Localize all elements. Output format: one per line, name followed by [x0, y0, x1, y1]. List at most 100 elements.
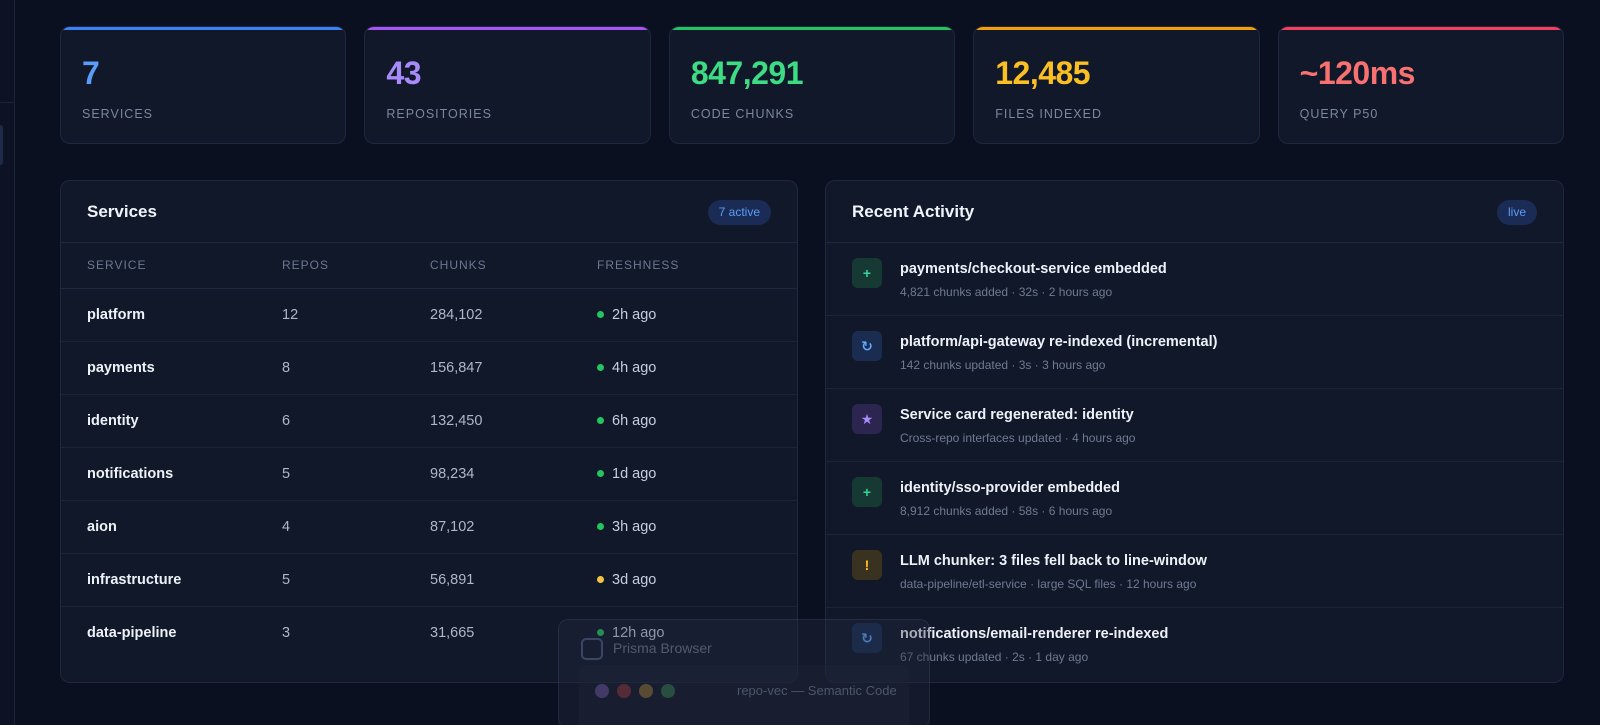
activity-meta-text: 8,912 chunks added · 58s · 6 hours ago	[900, 504, 1113, 518]
service-name: aion	[87, 518, 117, 535]
freshness-cell: 3h ago	[597, 500, 797, 553]
activity-item[interactable]: ↻ platform/api-gateway re-indexed (increm…	[826, 316, 1563, 389]
activity-item[interactable]: ↻ notifications/email-renderer re-indexed…	[826, 608, 1563, 681]
sidebar-active-marker[interactable]	[0, 125, 3, 165]
stats-row: 7 SERVICES 43 REPOSITORIES 847,291 CODE …	[60, 26, 1565, 144]
stat-label: SERVICES	[82, 107, 153, 121]
table-row[interactable]: data-pipeline 3 31,665 12h ago	[61, 606, 797, 659]
activity-item[interactable]: ! LLM chunker: 3 files fell back to line-…	[826, 535, 1563, 608]
activity-title-text: payments/checkout-service embedded	[900, 261, 1167, 277]
column-header-chunks[interactable]: CHUNKS	[430, 258, 487, 273]
activity-item[interactable]: ★ Service card regenerated: identity Cross…	[826, 389, 1563, 462]
chunk-count: 156,847	[430, 359, 483, 376]
stat-accent	[61, 27, 346, 30]
freshness-text: 12h ago	[612, 624, 665, 641]
chunk-count: 132,450	[430, 412, 483, 429]
activity-item[interactable]: + identity/sso-provider embedded 8,912 chu…	[826, 462, 1563, 535]
refresh-icon: ↻	[852, 331, 882, 361]
repo-count: 12	[282, 306, 299, 323]
table-header-row: SERVICE REPOS CHUNKS FRESHNESS	[61, 243, 797, 288]
stat-label: FILES INDEXED	[995, 107, 1102, 121]
stat-value: 12,485	[995, 55, 1091, 91]
activity-title: Recent Activity	[852, 202, 975, 221]
star-icon: ★	[852, 404, 882, 434]
repo-count: 5	[282, 571, 291, 588]
status-dot-icon	[597, 469, 604, 477]
service-name: infrastructure	[87, 571, 182, 588]
activity-item[interactable]: + payments/checkout-service embedded 4,821…	[826, 243, 1563, 316]
stat-label: REPOSITORIES	[386, 107, 492, 121]
browser-app-icon	[581, 638, 603, 660]
sidebar-edge	[0, 0, 15, 725]
services-title: Services	[87, 202, 157, 221]
activity-meta-text: 67 chunks updated · 2s · 1 day ago	[900, 650, 1089, 664]
freshness-text: 3h ago	[612, 518, 657, 535]
browser-window-thumbnail[interactable]	[579, 665, 909, 725]
stat-value: 847,291	[690, 55, 804, 91]
stat-card-services: 7 SERVICES	[60, 26, 347, 144]
freshness-text: 3d ago	[612, 571, 657, 588]
repo-count: 3	[282, 624, 291, 641]
service-name: platform	[87, 306, 145, 323]
window-control-icon	[595, 684, 609, 698]
stat-label: QUERY P50	[1299, 107, 1379, 121]
activity-meta-text: Cross-repo interfaces updated · 4 hours …	[900, 431, 1136, 445]
status-dot-icon	[597, 363, 604, 371]
freshness-text: 1d ago	[612, 465, 657, 482]
stat-card-query-p50: ~120ms QUERY P50	[1277, 26, 1565, 144]
service-name: identity	[87, 412, 139, 429]
column-header-repos[interactable]: REPOS	[282, 258, 330, 273]
browser-window-title: repo-vec — Semantic Code	[737, 683, 897, 698]
repo-count: 6	[282, 412, 291, 429]
stat-accent	[1278, 27, 1564, 30]
stat-label: CODE CHUNKS	[690, 107, 795, 121]
stat-accent	[974, 27, 1259, 30]
maximize-icon	[661, 684, 675, 698]
chunk-count: 284,102	[430, 306, 483, 323]
freshness-text: 6h ago	[612, 412, 657, 429]
warning-icon: !	[852, 550, 882, 580]
freshness-text: 2h ago	[612, 306, 657, 323]
column-header-service[interactable]: SERVICE	[87, 258, 147, 273]
live-badge: live	[1496, 200, 1537, 225]
table-row[interactable]: identity 6 132,450 6h ago	[61, 394, 797, 447]
browser-app-name: Prisma Browser	[613, 640, 712, 656]
table-row[interactable]: notifications 5 98,234 1d ago	[61, 447, 797, 500]
activity-panel: Recent Activity live + payments/checkout-…	[825, 180, 1564, 683]
activity-title-text: platform/api-gateway re-indexed (increme…	[900, 334, 1218, 350]
services-panel-header: Services 7 active	[61, 181, 797, 243]
table-row[interactable]: aion 4 87,102 3h ago	[61, 500, 797, 553]
activity-list: + payments/checkout-service embedded 4,821…	[826, 243, 1563, 681]
table-row[interactable]: payments 8 156,847 4h ago	[61, 341, 797, 394]
stat-accent	[365, 27, 650, 30]
plus-icon: +	[852, 258, 882, 288]
freshness-cell: 1d ago	[597, 447, 797, 500]
status-dot-icon	[597, 522, 604, 530]
activity-meta-text: 4,821 chunks added · 32s · 2 hours ago	[900, 285, 1113, 299]
stat-accent	[669, 27, 955, 30]
table-row[interactable]: infrastructure 5 56,891 3d ago	[61, 553, 797, 606]
freshness-text: 4h ago	[612, 359, 657, 376]
stat-card-repositories: 43 REPOSITORIES	[364, 26, 651, 144]
chunk-count: 87,102	[430, 518, 475, 535]
chunk-count: 31,665	[430, 624, 475, 641]
stat-value: ~120ms	[1299, 55, 1416, 91]
table-row[interactable]: platform 12 284,102 2h ago	[61, 288, 797, 341]
activity-title-text: identity/sso-provider embedded	[900, 480, 1120, 496]
browser-switcher-overlay[interactable]: Prisma Browser repo-vec — Semantic Code	[558, 619, 930, 725]
activity-title-text: LLM chunker: 3 files fell back to line-w…	[900, 553, 1207, 569]
activity-title-text: Service card regenerated: identity	[900, 407, 1134, 423]
activity-meta-text: 142 chunks updated · 3s · 3 hours ago	[900, 358, 1106, 372]
services-panel: Services 7 active SERVICE REPOS CHUNKS F…	[60, 180, 798, 683]
status-dot-icon	[597, 628, 604, 636]
repo-count: 5	[282, 465, 291, 482]
repo-count: 4	[282, 518, 291, 535]
chunk-count: 98,234	[430, 465, 475, 482]
repo-count: 8	[282, 359, 291, 376]
activity-panel-header: Recent Activity live	[826, 181, 1563, 243]
status-dot-icon	[597, 416, 604, 424]
stat-card-code-chunks: 847,291 CODE CHUNKS	[668, 26, 956, 144]
status-dot-icon	[597, 575, 604, 583]
services-table: SERVICE REPOS CHUNKS FRESHNESS platform 1…	[61, 243, 797, 659]
column-header-freshness[interactable]: FRESHNESS	[597, 258, 680, 273]
